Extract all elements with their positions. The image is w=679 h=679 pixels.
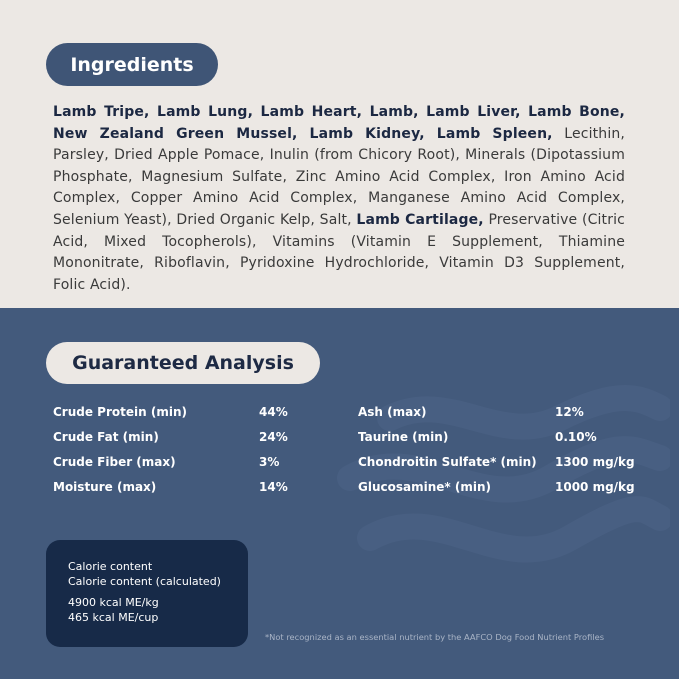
nutrient-value: 24%	[259, 430, 288, 444]
analysis-section: Guaranteed Analysis Crude Protein (min) 4…	[0, 308, 679, 679]
nutrient-name: Ash (max)	[358, 405, 427, 419]
nutrient-value: 3%	[259, 455, 280, 469]
nutrient-value: 1300 mg/kg	[555, 455, 635, 469]
ingredients-section: Ingredients Lamb Tripe, Lamb Lung, Lamb …	[0, 0, 679, 308]
calorie-line: 465 kcal ME/cup	[68, 611, 159, 624]
ingredient-text: Lecithin, Parsley, Dried Apple Pomace, I…	[53, 125, 625, 228]
nutrient-value: 12%	[555, 405, 584, 419]
ingredients-title: Ingredients	[46, 43, 218, 86]
analysis-title: Guaranteed Analysis	[46, 342, 320, 384]
ingredient-bold: Lamb Cartilage,	[356, 211, 484, 228]
nutrient-name: Glucosamine* (min)	[358, 480, 491, 494]
nutrient-value: 14%	[259, 480, 288, 494]
calorie-line: 4900 kcal ME/kg	[68, 596, 159, 609]
nutrient-name: Chondroitin Sulfate* (min)	[358, 455, 537, 469]
nutrient-name: Moisture (max)	[53, 480, 157, 494]
nutrient-value: 44%	[259, 405, 288, 419]
ingredient-bold: Lamb Tripe, Lamb Lung, Lamb Heart, Lamb,…	[53, 104, 625, 142]
nutrient-name: Crude Fiber (max)	[53, 455, 176, 469]
nutrient-value: 1000 mg/kg	[555, 480, 635, 494]
ingredients-text: Lamb Tripe, Lamb Lung, Lamb Heart, Lamb,…	[53, 102, 625, 296]
nutrient-name: Crude Protein (min)	[53, 405, 187, 419]
footnote: *Not recognized as an essential nutrient…	[265, 632, 605, 642]
calorie-line: Calorie content (calculated)	[68, 575, 221, 588]
nutrient-name: Crude Fat (min)	[53, 430, 159, 444]
calorie-box: Calorie content Calorie content (calculat…	[46, 540, 248, 647]
nutrient-value: 0.10%	[555, 430, 597, 444]
nutrient-name: Taurine (min)	[358, 430, 449, 444]
calorie-line: Calorie content	[68, 560, 153, 573]
ingredient-text: Preservative (Citric Acid, Mixed Tocophe…	[53, 211, 625, 293]
wave-decoration	[337, 385, 670, 563]
